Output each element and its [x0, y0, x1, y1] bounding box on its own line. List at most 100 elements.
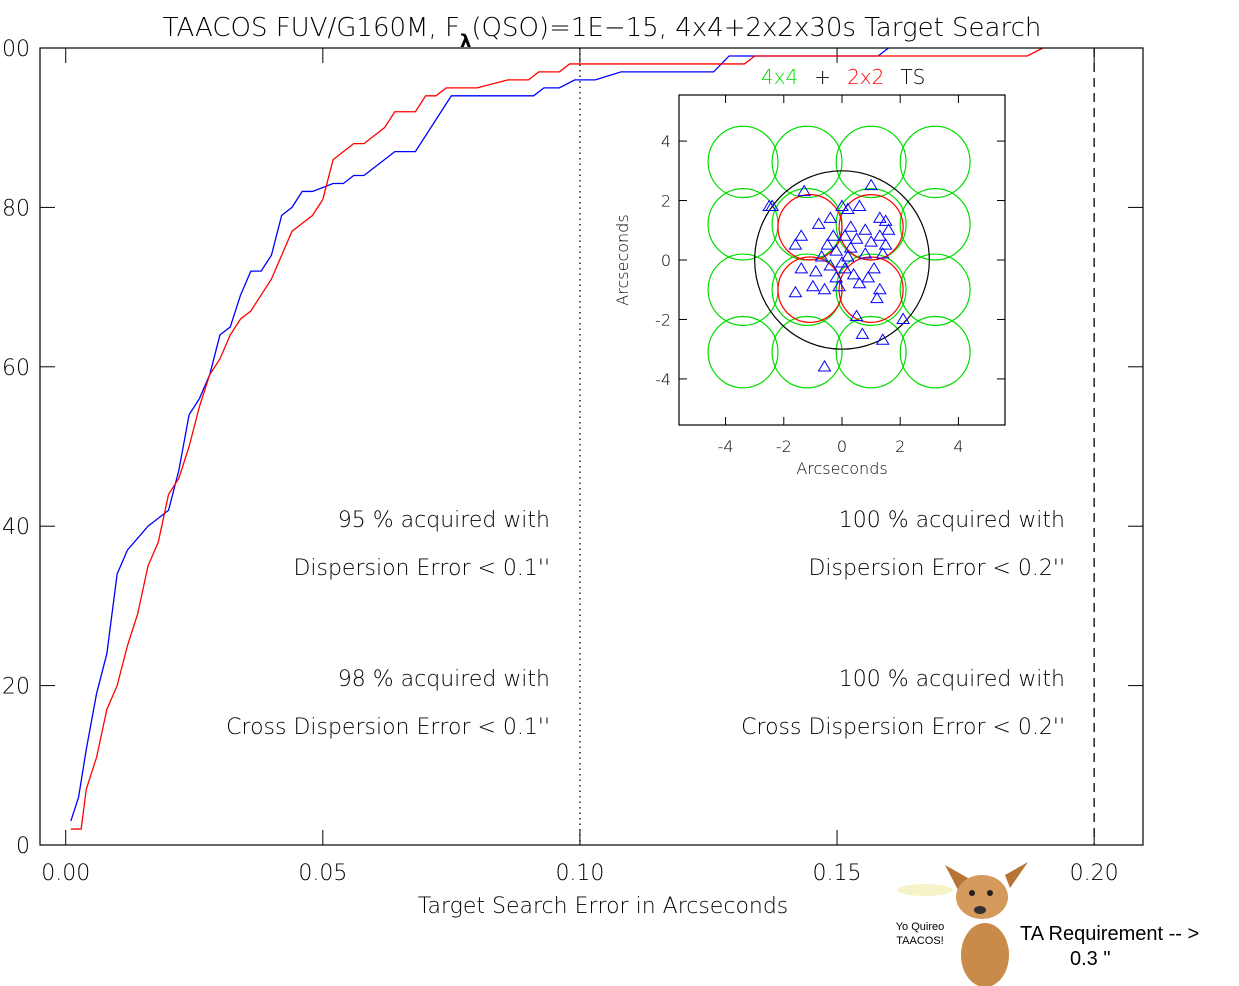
target-point	[794, 229, 809, 241]
target-point	[817, 360, 832, 372]
inset-x-tick-label: -4	[718, 437, 734, 456]
speech: Yo Quireo	[896, 921, 945, 933]
dog-nose	[974, 906, 986, 914]
target-point	[872, 229, 887, 241]
target-point	[838, 261, 852, 274]
target-point	[878, 214, 893, 226]
pointing-circle	[899, 188, 971, 261]
annotation: 100 % acquired with	[839, 667, 1065, 692]
inset-title-part: +	[814, 65, 831, 89]
glow	[897, 884, 953, 896]
inset-y-tick-label: 2	[661, 192, 671, 211]
target-point	[829, 244, 844, 256]
target-point	[864, 178, 878, 191]
annotation: Dispersion Error < 0.2''	[808, 556, 1065, 581]
title-part: (QSO)=1E−15, 4x4+2x2x30s Target Search	[471, 13, 1041, 43]
mascot	[897, 862, 1028, 986]
series-line	[70, 47, 1044, 830]
y-tick-label: 40	[2, 515, 30, 540]
dog-body	[961, 923, 1009, 986]
pointing-circle	[771, 125, 843, 199]
annotation: Cross Dispersion Error < 0.1''	[226, 715, 550, 740]
target-point	[823, 258, 838, 271]
target-point	[838, 229, 852, 241]
target-point	[843, 220, 858, 232]
target-point	[858, 223, 873, 235]
pointing-circle	[707, 125, 779, 199]
annotation: Cross Dispersion Error < 0.2''	[741, 715, 1065, 740]
target-point	[835, 199, 849, 211]
note: 0.3 "	[1070, 948, 1110, 970]
inset-x-axis-label: Arcseconds	[796, 459, 887, 478]
inset-y-tick-label: -2	[655, 310, 671, 329]
annotation: 100 % acquired with	[839, 508, 1065, 533]
target-point	[826, 229, 841, 241]
target-point	[870, 291, 884, 304]
x-tick-label: 0.15	[813, 861, 862, 886]
target-point	[849, 232, 864, 244]
target-point	[788, 285, 803, 298]
dog-ears	[945, 862, 1028, 890]
title-subscript: λ	[460, 31, 471, 52]
x-tick-label: 0.20	[1070, 861, 1119, 886]
target-point	[849, 309, 864, 321]
y-tick-label: 80	[2, 196, 30, 221]
target-point	[852, 276, 867, 289]
inset-y-tick-label: 0	[661, 251, 671, 270]
dog-eye	[969, 890, 975, 896]
pointing-circle	[707, 315, 779, 389]
pointing-circle	[899, 125, 971, 199]
target-point	[875, 247, 890, 259]
target-point	[808, 264, 823, 277]
speech: TAACOS!	[896, 935, 943, 947]
pointing-circle	[835, 125, 907, 199]
target-point	[896, 312, 911, 324]
target-point	[867, 261, 881, 274]
target-point	[840, 250, 855, 262]
y-tick-label: 60	[2, 356, 30, 381]
pointing-circle	[835, 315, 907, 389]
inset-title-part: 2x2	[847, 65, 884, 89]
target-point	[823, 211, 838, 223]
target-point	[872, 282, 887, 295]
target-point	[817, 282, 832, 295]
inset-title-part: TS	[900, 65, 925, 89]
target-point	[788, 238, 803, 250]
inset-y-axis-label: Arcseconds	[613, 214, 632, 305]
plot-frame	[39, 47, 1144, 846]
target-point	[843, 241, 858, 253]
target-point	[858, 247, 873, 259]
inset-x-tick-label: 4	[953, 437, 963, 456]
target-point	[881, 223, 896, 235]
target-point	[835, 256, 849, 268]
search-circle	[754, 170, 930, 350]
inset-y-tick-label: -4	[655, 370, 671, 389]
inset-title-part: 4x4	[761, 65, 798, 89]
inset-x-tick-label: 2	[895, 437, 905, 456]
title-part: TAACOS FUV/G160M, F	[163, 13, 460, 43]
pointing-circle	[835, 253, 907, 327]
target-point	[797, 184, 812, 197]
annotation: 98 % acquired with	[338, 667, 550, 692]
target-point	[794, 261, 809, 274]
inset-x-tick-label: 0	[837, 437, 847, 456]
dog-head	[956, 875, 1008, 919]
x-tick-label: 0.05	[298, 861, 347, 886]
target-point	[811, 217, 826, 229]
series-line	[70, 47, 889, 822]
y-tick-label: 0	[16, 834, 30, 859]
target-point	[872, 211, 887, 223]
x-tick-label: 0.10	[555, 861, 604, 886]
target-point	[864, 235, 878, 247]
target-point	[846, 267, 861, 280]
target-point	[875, 333, 890, 345]
pointing-circle	[899, 253, 971, 327]
inset-frame	[678, 94, 1006, 426]
x-tick-label: 0.00	[41, 861, 90, 886]
target-point	[861, 270, 876, 283]
target-point	[814, 250, 829, 262]
pointing-circle	[777, 256, 843, 324]
target-point	[852, 199, 867, 211]
y-tick-label: 100	[0, 37, 30, 62]
